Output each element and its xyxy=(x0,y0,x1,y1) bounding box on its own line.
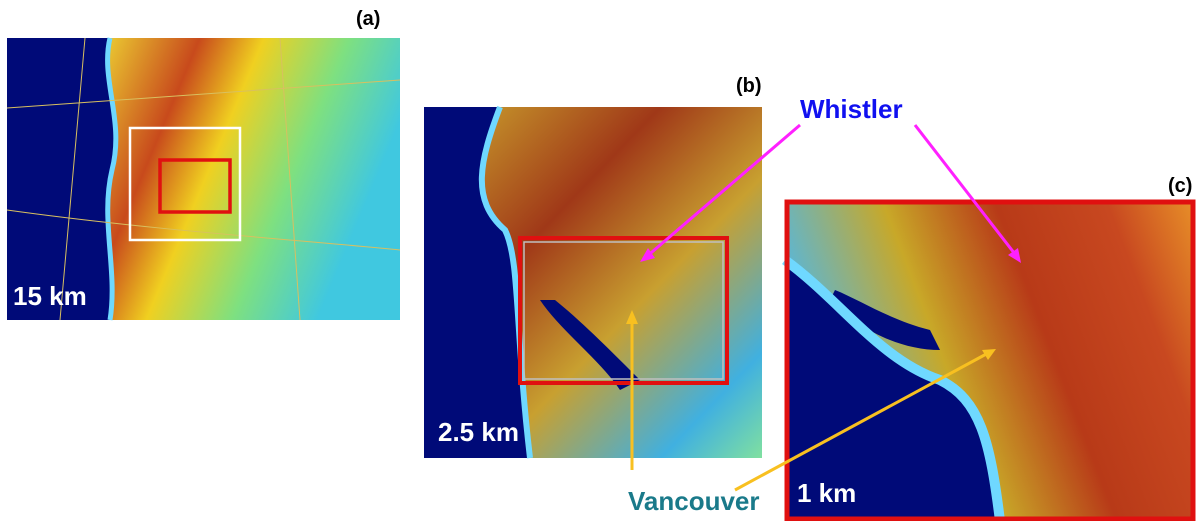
map-b xyxy=(424,107,762,458)
panel-label: (b) xyxy=(736,75,762,97)
figure: (a) (b) (c) 15 km 2.5 km 1 km Whistler V… xyxy=(0,0,1201,521)
whistler-label: Whistler xyxy=(800,94,903,124)
scale-label: 15 km xyxy=(13,281,87,311)
vancouver-label: Vancouver xyxy=(628,486,760,516)
panel-label: (a) xyxy=(356,8,380,30)
scale-label: 1 km xyxy=(797,478,856,508)
map-a xyxy=(7,38,400,320)
scale-label: 2.5 km xyxy=(438,417,519,447)
panel-label: (c) xyxy=(1168,175,1192,197)
map-c xyxy=(785,200,1195,521)
